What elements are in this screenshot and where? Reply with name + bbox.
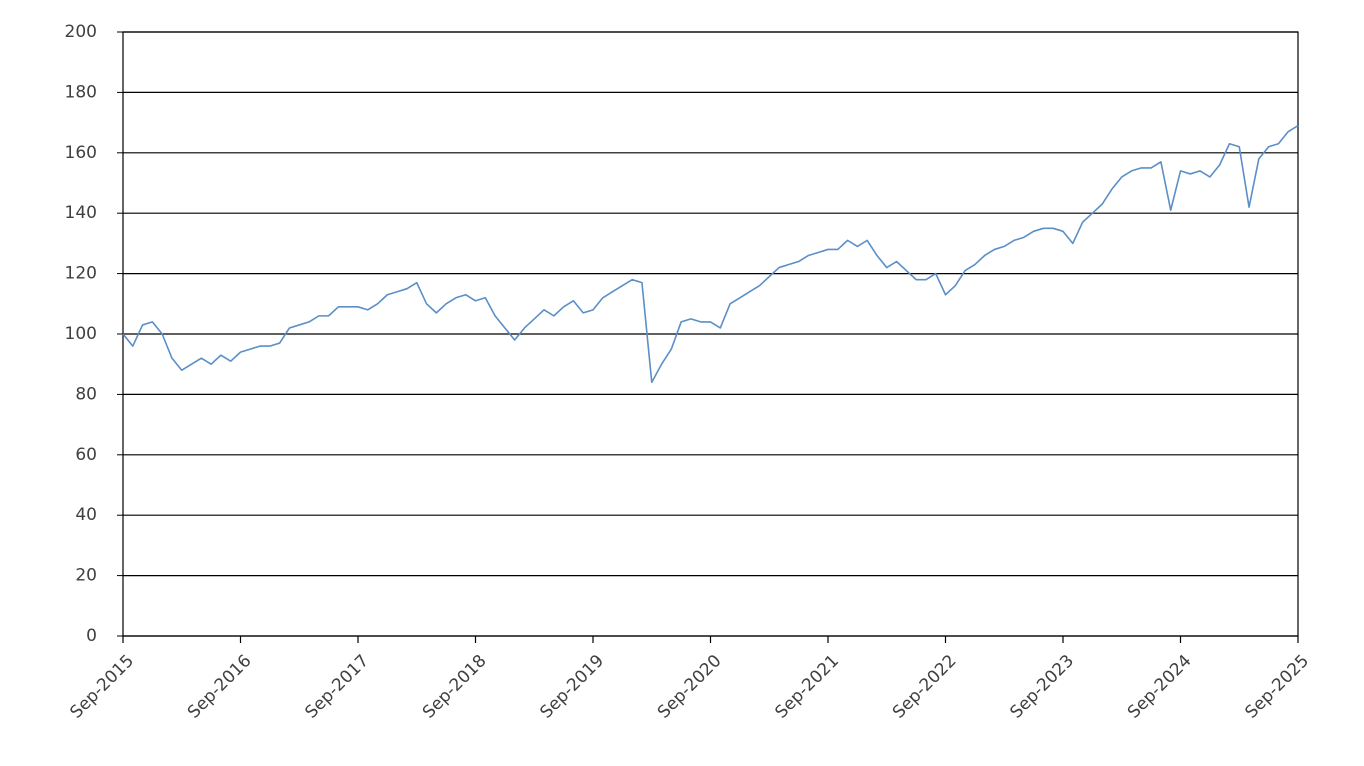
y-tick-label: 60 — [75, 445, 97, 465]
x-tick-label: Sep-2019 — [536, 651, 608, 723]
y-tick-label: 140 — [65, 203, 97, 223]
y-tick-label: 100 — [65, 324, 97, 344]
x-tick-label: Sep-2023 — [1006, 651, 1078, 723]
line-series — [122, 124, 1299, 384]
y-tick-label: 160 — [65, 143, 97, 163]
x-tick-label: Sep-2022 — [889, 651, 961, 723]
x-tick-label: Sep-2024 — [1124, 651, 1196, 723]
x-tick-label: Sep-2018 — [419, 651, 491, 723]
y-tick-label: 40 — [75, 505, 97, 525]
x-tick-label: Sep-2015 — [66, 651, 138, 723]
y-tick-label: 120 — [65, 264, 97, 284]
y-tick-label: 0 — [86, 626, 97, 646]
x-tick-label: Sep-2020 — [654, 651, 726, 723]
x-tick-label: Sep-2025 — [1241, 651, 1313, 723]
y-tick-label: 80 — [75, 384, 97, 404]
y-tick-label: 180 — [65, 82, 97, 102]
y-tick-label: 200 — [65, 22, 97, 42]
x-tick-label: Sep-2016 — [184, 651, 256, 723]
y-tick-label: 20 — [75, 566, 97, 586]
x-tick-label: Sep-2021 — [771, 651, 843, 723]
x-tick-label: Sep-2017 — [301, 651, 373, 723]
